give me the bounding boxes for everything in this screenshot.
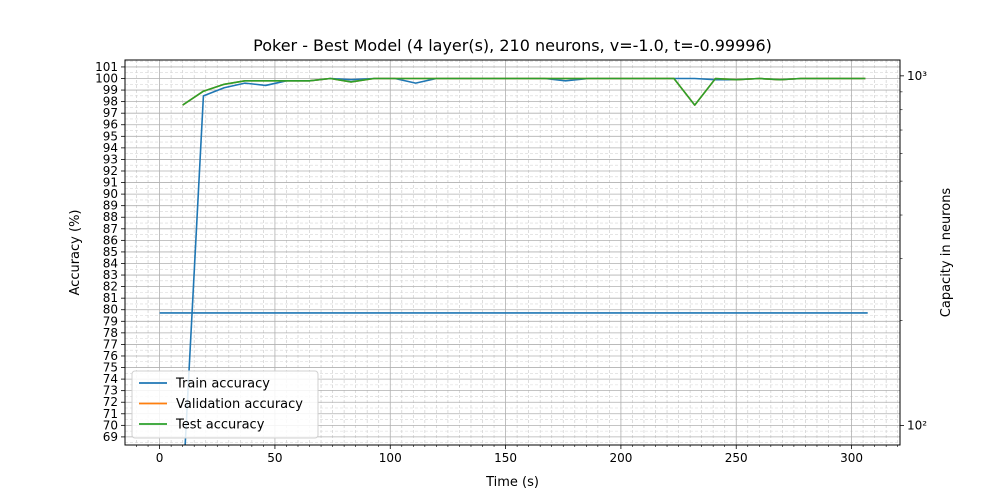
y-tick-label: 94 — [103, 141, 118, 155]
y-tick-label: 90 — [103, 187, 118, 201]
y-tick-label: 84 — [103, 256, 118, 270]
x-tick-label: 200 — [609, 451, 632, 465]
y-tick-label: 77 — [103, 337, 118, 351]
y-tick-label: 92 — [103, 164, 118, 178]
plot-frame — [124, 59, 901, 446]
x-tick-label: 50 — [267, 451, 282, 465]
x-tick-label: 250 — [725, 451, 748, 465]
legend: Train accuracy Validation accuracy Test ac… — [131, 370, 319, 439]
y-tick-label: 95 — [103, 129, 118, 143]
y-tick-label: 96 — [103, 118, 118, 132]
y-tick-label: 72 — [103, 395, 118, 409]
y-tick-label: 98 — [103, 95, 118, 109]
legend-label-2: Test accuracy — [175, 418, 265, 433]
y2-tick-label: 10³ — [907, 69, 927, 83]
y-tick-label: 100 — [95, 71, 118, 85]
y2-axis-label: Capacity in neurons — [939, 188, 954, 318]
x-tick-label: 100 — [379, 451, 402, 465]
y-tick-label: 69 — [103, 430, 118, 444]
y-tick-label: 78 — [103, 326, 118, 340]
legend-box — [131, 370, 319, 439]
y-tick-label: 97 — [103, 106, 118, 120]
y-tick-label: 75 — [103, 361, 118, 375]
y-tick-label: 101 — [95, 60, 118, 74]
y-tick-label: 87 — [103, 222, 118, 236]
legend-label-1: Validation accuracy — [176, 397, 303, 412]
y-tick-label: 70 — [103, 418, 118, 432]
series-layer — [159, 77, 868, 445]
y-tick-label: 73 — [103, 384, 118, 398]
x-tick-label: 150 — [494, 451, 517, 465]
y-tick-label: 83 — [103, 268, 118, 282]
y-tick-label: 71 — [103, 407, 118, 421]
x-tick-label: 300 — [840, 451, 863, 465]
x-axis-label: Time (s) — [485, 475, 539, 490]
y-tick-label: 82 — [103, 280, 118, 294]
y-tick-label: 79 — [103, 314, 118, 328]
y-tick-label: 88 — [103, 210, 118, 224]
y-tick-label: 91 — [103, 176, 118, 190]
y-tick-label: 74 — [103, 372, 118, 386]
chart-title: Poker - Best Model (4 layer(s), 210 neur… — [253, 36, 772, 55]
y2-tick-label: 10² — [907, 419, 927, 433]
tick-layer: 0 50 100 150 200 250 300 6970717273747576777879… — [95, 60, 927, 465]
y-tick-label: 86 — [103, 233, 118, 247]
y-tick-label: 85 — [103, 245, 118, 259]
y-axis-label: Accuracy (%) — [68, 210, 83, 296]
y-tick-label: 99 — [103, 83, 118, 97]
x-tick-label: 0 — [156, 451, 164, 465]
grid-layer — [125, 60, 900, 445]
y-tick-label: 81 — [103, 291, 118, 305]
y-tick-label: 80 — [103, 303, 118, 317]
legend-label-0: Train accuracy — [175, 377, 270, 392]
y-tick-label: 89 — [103, 199, 118, 213]
series-line-2 — [182, 77, 866, 106]
y-tick-label: 93 — [103, 152, 118, 166]
y-tick-label: 76 — [103, 349, 118, 363]
